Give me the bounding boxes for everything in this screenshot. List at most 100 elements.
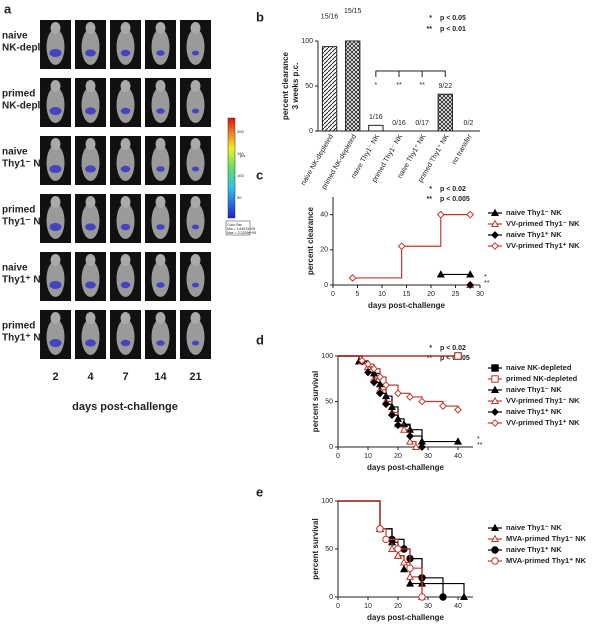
signal (156, 224, 165, 230)
signal (191, 340, 200, 346)
significance-text: p < 0.02 (440, 345, 466, 352)
marker (466, 281, 475, 289)
mouse-body (151, 145, 170, 181)
marker (394, 389, 402, 398)
mouse-body (46, 261, 65, 297)
column-label: 7 (122, 371, 128, 383)
column-label: 2 (52, 371, 58, 383)
legend-label: VV-primed Thy1⁺ NK (506, 418, 580, 427)
mouse-head (120, 312, 131, 324)
marker (418, 443, 426, 451)
signal (191, 224, 200, 230)
mouse-head (85, 80, 96, 92)
mouse-body (46, 145, 65, 181)
mouse-head (190, 312, 201, 324)
legend-marker (491, 231, 499, 239)
significance-mark: ** (477, 442, 483, 449)
significance-mark: * (374, 82, 377, 89)
signal (191, 282, 200, 288)
legend-marker (490, 523, 500, 532)
significance-symbol: ** (427, 196, 433, 203)
mouse-head (50, 22, 61, 34)
mouse-head (190, 254, 201, 266)
signal (85, 107, 96, 115)
bar (345, 40, 361, 132)
value-label: 0/2 (464, 120, 474, 127)
marker (453, 437, 463, 445)
mouse-head (85, 254, 96, 266)
significance-mark: ** (419, 82, 425, 89)
signal (85, 339, 96, 347)
step-line (352, 214, 471, 279)
significance-symbol: * (429, 15, 432, 22)
signal (85, 223, 96, 231)
marker (405, 437, 415, 445)
mouse-head (155, 196, 166, 208)
y-tick-label: 0 (309, 128, 313, 135)
y-tick-label: 40 (320, 211, 328, 218)
y-tick-label: 50 (325, 398, 333, 405)
marker (454, 352, 462, 360)
marker (439, 402, 447, 410)
row-label: NK-depleted (2, 43, 61, 54)
signal (85, 281, 96, 289)
marker (405, 572, 415, 580)
y-tick-label: 0 (324, 282, 328, 289)
mouse-head (50, 312, 61, 324)
legend-marker (490, 534, 500, 543)
mouse-body (46, 203, 65, 239)
bar (437, 93, 453, 132)
row-label: NK-depleted (2, 101, 61, 112)
x-tick-label: 30 (424, 603, 432, 610)
x-tick-label: 25 (452, 291, 460, 298)
mouse-body (81, 261, 100, 297)
value-label: 0/16 (392, 120, 406, 127)
colorbar (227, 117, 236, 219)
mouse-body (81, 145, 100, 181)
x-tick-label: 20 (394, 603, 402, 610)
mouse-body (81, 87, 100, 123)
legend-marker (491, 408, 499, 416)
marker (376, 389, 384, 398)
mouse-head (190, 196, 201, 208)
significance-mark: * (484, 274, 487, 281)
marker (394, 545, 402, 553)
colorbar-legend-box (225, 220, 251, 236)
value-label: 15/16 (321, 13, 339, 20)
legend-label: VV-primed Thy1⁻ NK (506, 219, 580, 228)
y-tick-label: 20 (320, 247, 328, 254)
marker (382, 400, 390, 409)
marker (436, 270, 445, 278)
marker (370, 364, 378, 373)
x-axis-label: days post-challenge (367, 613, 444, 622)
signal (191, 108, 200, 114)
legend-label: primed NK-depleted (506, 374, 578, 383)
value-label: 9/22 (438, 83, 452, 90)
mouse-body (46, 29, 65, 65)
x-axis-label: days post-challenge (368, 301, 445, 310)
y-tick-label: 0 (329, 444, 333, 451)
x-tick-label: 0 (336, 453, 340, 460)
signal (120, 339, 131, 347)
y-axis-label: 3 weeks p.c. (291, 63, 300, 110)
signal (156, 340, 165, 346)
marker (405, 579, 415, 587)
x-tick-label: 20 (427, 291, 435, 298)
significance-symbol: * (429, 345, 432, 352)
legend-label: naive NK-depleted (506, 363, 572, 372)
mouse-body (116, 29, 135, 65)
mouse-body (81, 203, 100, 239)
legend-label: naive Thy1⁻ NK (506, 208, 562, 217)
colorbar-tick: 50 (237, 195, 242, 200)
signal (85, 165, 96, 173)
significance-mark: ** (484, 280, 490, 287)
panel-letter: b (256, 9, 264, 24)
signal (49, 107, 62, 115)
y-tick-label: 100 (301, 38, 313, 45)
mouse-body (151, 87, 170, 123)
signal (156, 50, 165, 56)
mouse-body (46, 87, 65, 123)
x-tick-label: no transfer (451, 133, 474, 166)
mouse-head (155, 22, 166, 34)
